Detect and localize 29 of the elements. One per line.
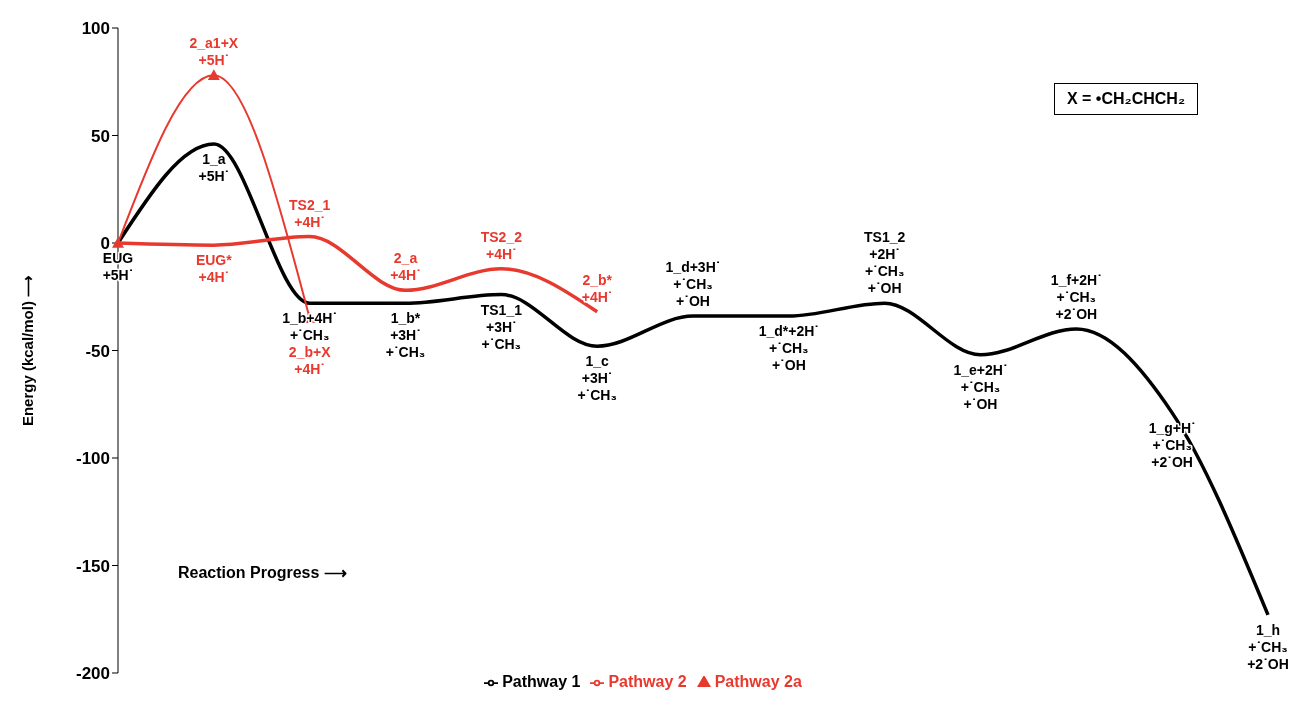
annotation: 2_b+X +4H˙ xyxy=(288,344,332,378)
annotation: 1_d*+2H˙ +˙CH₃ +˙OH xyxy=(758,323,819,374)
y-tick-label: -150 xyxy=(75,556,110,576)
annotation: 1_h +˙CH₃ +2˙OH xyxy=(1247,621,1289,672)
annotation: 1_f+2H˙ +˙CH₃ +2˙OH xyxy=(1050,272,1102,322)
legend-label: Pathway 1 xyxy=(502,673,581,690)
annotation: 1_d+3H˙ +˙CH₃ +˙OH xyxy=(665,259,721,310)
annotation: 2_b* +4H˙ xyxy=(581,271,613,305)
annotation: TS2_2 +4H˙ xyxy=(480,228,523,262)
y-tick-label: -50 xyxy=(85,341,110,361)
legend-label: Pathway 2 xyxy=(608,673,687,690)
annotation: EUG* +4H˙ xyxy=(195,252,233,286)
annotation: TS1_2 +2H˙ +˙CH₃ +˙OH xyxy=(864,229,906,297)
y-tick-label: 100 xyxy=(81,19,110,39)
annotation: 1_b* +3H˙ +˙CH₃ xyxy=(385,310,426,361)
y-tick-label: 50 xyxy=(91,126,110,146)
annotation: TS1_1 +3H˙ +˙CH₃ xyxy=(480,301,523,352)
annotation: 2_a +4H˙ xyxy=(390,250,421,284)
legend-label: Pathway 2a xyxy=(714,673,802,690)
annotation: 1_c +3H˙ +˙CH₃ xyxy=(577,353,617,404)
annotation: 2_a1+X +5H˙ xyxy=(189,35,239,69)
y-tick-label: -100 xyxy=(75,449,110,469)
annotation: TS2_1 +4H˙ xyxy=(289,196,331,230)
annotation: 1_a +5H˙ xyxy=(198,151,230,185)
y-axis-title: Energy (kcal/mol) ⟶ xyxy=(19,274,37,427)
annotation: X = •CH₂CHCH₂ xyxy=(1053,83,1198,115)
annotation: 1_e+2H˙ +˙CH₃ +˙OH xyxy=(953,361,1008,412)
y-tick-label: -200 xyxy=(75,664,110,684)
x-axis-title: Reaction Progress ⟶ xyxy=(178,563,347,582)
